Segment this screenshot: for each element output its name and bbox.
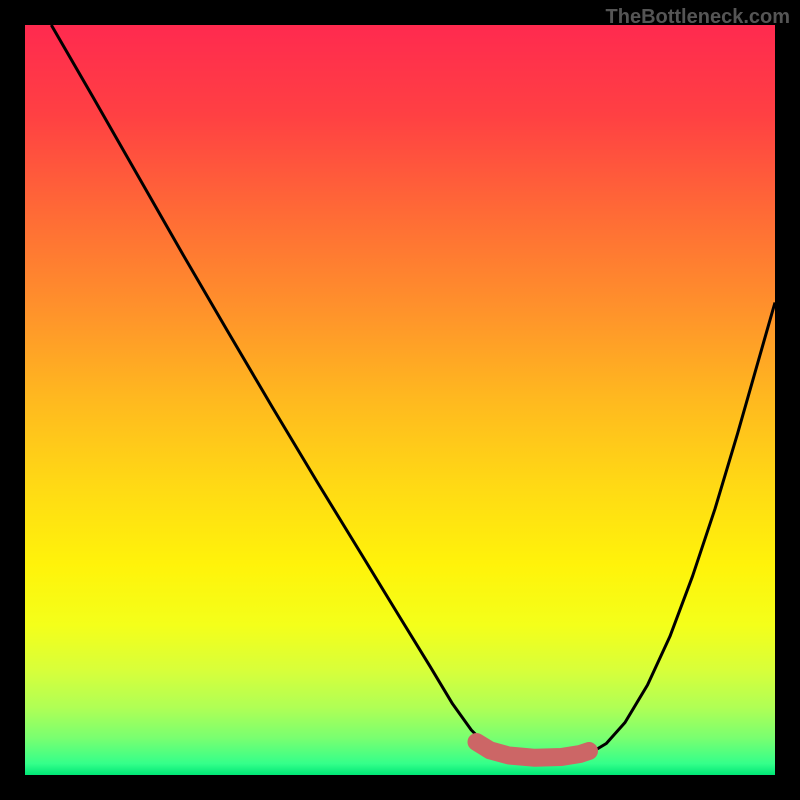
bottleneck-chart: [0, 0, 800, 800]
plot-background: [25, 25, 775, 775]
watermark-text: TheBottleneck.com: [606, 6, 790, 29]
chart-container: TheBottleneck.com: [0, 0, 800, 800]
